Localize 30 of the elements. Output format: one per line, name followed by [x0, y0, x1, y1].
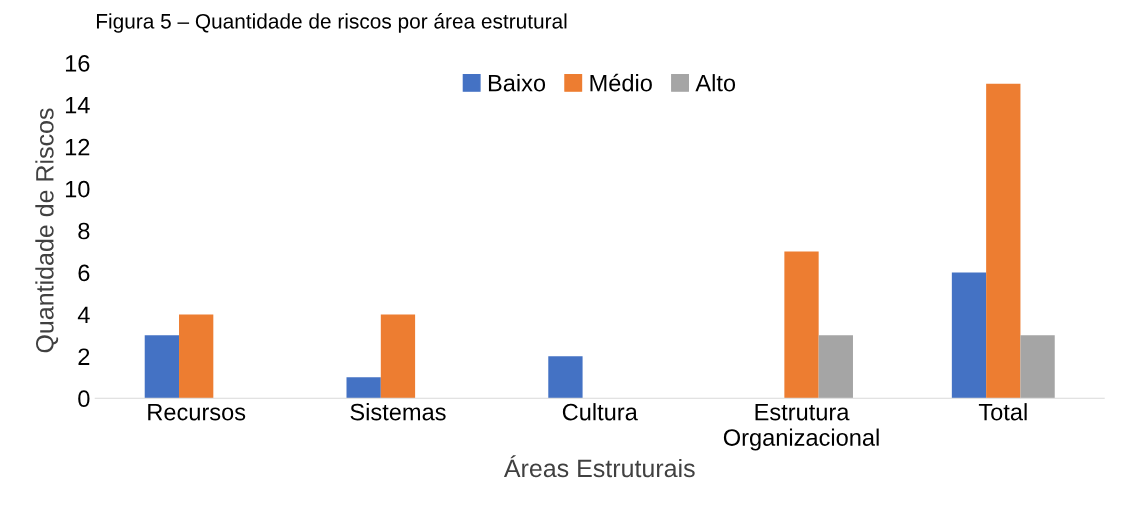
y-tick-label: 4 [77, 306, 90, 323]
y-axis-title: Quantidade de Riscos [35, 108, 59, 353]
legend-label: Médio [590, 73, 652, 92]
bar [818, 335, 853, 399]
x-axis-title: Áreas Estruturais [503, 455, 695, 478]
x-tick-label: Sistemas [350, 403, 446, 421]
bar [380, 314, 416, 399]
y-tick-label: 14 [65, 97, 90, 114]
y-tick-label: 2 [78, 348, 90, 365]
bar [951, 272, 987, 399]
bar [548, 356, 583, 399]
x-tick-label: Cultura [562, 403, 638, 421]
y-tick-label: 10 [65, 180, 90, 198]
y-tick-label: 0 [78, 390, 90, 408]
bar [144, 335, 180, 399]
x-tick-label: Recursos [148, 403, 246, 421]
y-tick-label: 16 [65, 54, 90, 72]
bar [346, 377, 381, 399]
bar [179, 314, 214, 399]
x-tick-label: Total [978, 403, 1027, 421]
bar [986, 83, 1021, 399]
y-tick-label: 8 [78, 222, 90, 240]
bar [784, 251, 819, 399]
legend-label: Baixo [488, 74, 546, 92]
y-tick-label: 6 [78, 264, 90, 282]
y-tick-label: 12 [65, 138, 90, 156]
chart-title: Figura 5 – Quantidade de riscos por área estrutural [96, 13, 567, 33]
legend-label: Alto [695, 74, 736, 92]
bar [1020, 335, 1055, 399]
x-tick-label: Estrutura Organizacional [723, 403, 879, 451]
